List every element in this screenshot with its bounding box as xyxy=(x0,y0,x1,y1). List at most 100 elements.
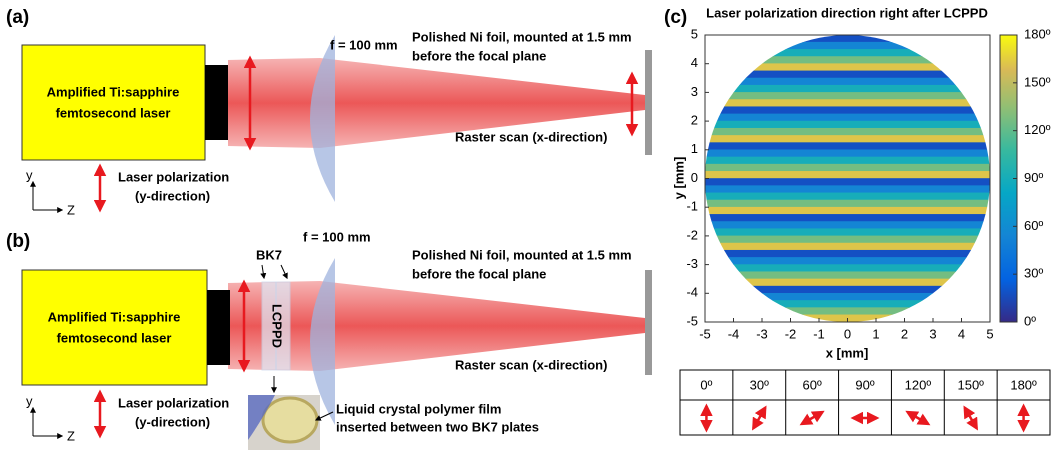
y-tick-label: 5 xyxy=(691,26,698,41)
polarization-arrow xyxy=(753,408,765,429)
x-tick-label: -1 xyxy=(813,326,825,341)
heat-row xyxy=(705,49,990,57)
heat-row xyxy=(705,171,990,179)
laser-box xyxy=(22,45,205,160)
x-tick-label: -3 xyxy=(756,326,768,341)
y-tick-label: -4 xyxy=(686,285,698,300)
colorbar-tick-label: 150º xyxy=(1024,74,1051,89)
x-tick-label: 2 xyxy=(901,326,908,341)
x-tick-label: 5 xyxy=(986,326,993,341)
heat-row xyxy=(705,99,990,107)
table-header: 150º xyxy=(957,377,984,392)
y-tick-label: 0 xyxy=(691,170,698,185)
x-tick-label: -4 xyxy=(728,326,740,341)
heat-row xyxy=(705,63,990,71)
colorbar-tick-label: 30º xyxy=(1024,266,1043,281)
heat-row xyxy=(705,178,990,186)
x-tick-label: 4 xyxy=(958,326,965,341)
heat-row xyxy=(705,279,990,287)
heat-row xyxy=(705,135,990,143)
colorbar-tick-label: 0º xyxy=(1024,313,1036,328)
panel-label: (a) xyxy=(6,7,29,28)
axis-label: y xyxy=(26,167,33,182)
x-tick-label: 0 xyxy=(844,326,851,341)
raster-text: Raster scan (x-direction) xyxy=(455,129,607,144)
heatmap xyxy=(705,35,990,323)
heat-row xyxy=(705,236,990,244)
laser-box xyxy=(22,270,207,385)
table-header: 120º xyxy=(905,377,932,392)
y-tick-label: 1 xyxy=(691,141,698,156)
colorbar-tick-label: 120º xyxy=(1024,122,1051,137)
heat-row xyxy=(705,157,990,165)
y-tick-label: -3 xyxy=(686,256,698,271)
colorbar-tick-label: 180º xyxy=(1024,26,1051,41)
table-header: 90º xyxy=(855,377,874,392)
laser-text: Amplified Ti:sapphire xyxy=(47,84,180,99)
colorbar-tick-label: 60º xyxy=(1024,218,1043,233)
lens-label: f = 100 mm xyxy=(330,37,398,52)
heat-row xyxy=(705,243,990,251)
panel-label: (b) xyxy=(6,231,30,252)
heat-row xyxy=(705,35,990,43)
y-tick-label: -2 xyxy=(686,227,698,242)
y-tick-label: 4 xyxy=(691,55,698,70)
heat-row xyxy=(705,257,990,265)
heat-row xyxy=(705,264,990,272)
heat-row xyxy=(705,221,990,229)
axis-label: Z xyxy=(67,428,75,443)
x-axis-label: x [mm] xyxy=(826,345,869,360)
x-tick-label: 3 xyxy=(929,326,936,341)
heat-row xyxy=(705,56,990,64)
laser-output xyxy=(205,65,228,140)
heat-row xyxy=(705,185,990,193)
foil-text: before the focal plane xyxy=(412,266,546,281)
foil-text: Polished Ni foil, mounted at 1.5 mm xyxy=(412,247,632,262)
heat-row xyxy=(705,307,990,315)
heat-row xyxy=(705,71,990,79)
x-tick-label: 1 xyxy=(872,326,879,341)
laser-text: femtosecond laser xyxy=(57,330,172,345)
polarization-text: Laser polarization xyxy=(118,169,229,184)
heat-row xyxy=(705,142,990,150)
heat-row xyxy=(705,200,990,208)
pointer xyxy=(262,265,264,278)
table-header: 180º xyxy=(1010,377,1037,392)
panel-b: (b) Amplified Ti:sapphire femtosecond la… xyxy=(6,229,652,450)
heat-row xyxy=(705,214,990,222)
y-axis-label: y [mm] xyxy=(671,157,686,200)
axis-label: y xyxy=(26,393,33,408)
film-text: Liquid crystal polymer film xyxy=(336,401,501,416)
pointer xyxy=(281,265,287,278)
y-tick-label: 2 xyxy=(691,113,698,128)
chart-title: Laser polarization direction right after… xyxy=(706,5,988,20)
heat-row xyxy=(705,128,990,136)
polarization-arrow xyxy=(907,412,928,424)
heat-row xyxy=(705,92,990,100)
panel-c: (c) Laser polarization direction right a… xyxy=(664,5,1051,435)
laser-output xyxy=(207,290,230,365)
raster-text: Raster scan (x-direction) xyxy=(455,357,607,372)
foil-text: before the focal plane xyxy=(412,48,546,63)
heat-row xyxy=(705,121,990,129)
heat-row xyxy=(705,78,990,86)
ni-foil xyxy=(645,270,652,375)
foil-text: Polished Ni foil, mounted at 1.5 mm xyxy=(412,29,632,44)
lcppd-label: LCPPD xyxy=(270,304,285,348)
laser-text: Amplified Ti:sapphire xyxy=(48,309,181,324)
film-disk xyxy=(263,398,317,442)
figure: (a) Amplified Ti:sapphire femtosecond la… xyxy=(0,0,1057,450)
ni-foil xyxy=(645,50,652,155)
heat-row xyxy=(705,228,990,236)
heat-row xyxy=(705,286,990,294)
heat-row xyxy=(705,42,990,50)
x-tick-label: -2 xyxy=(785,326,797,341)
heat-row xyxy=(705,85,990,93)
page: (a) Amplified Ti:sapphire femtosecond la… xyxy=(0,0,1057,450)
y-tick-label: -5 xyxy=(686,313,698,328)
heat-row xyxy=(705,164,990,172)
heat-row xyxy=(705,114,990,122)
film-text: inserted between two BK7 plates xyxy=(336,419,539,434)
table-header: 30º xyxy=(750,377,769,392)
y-tick-label: 3 xyxy=(691,84,698,99)
